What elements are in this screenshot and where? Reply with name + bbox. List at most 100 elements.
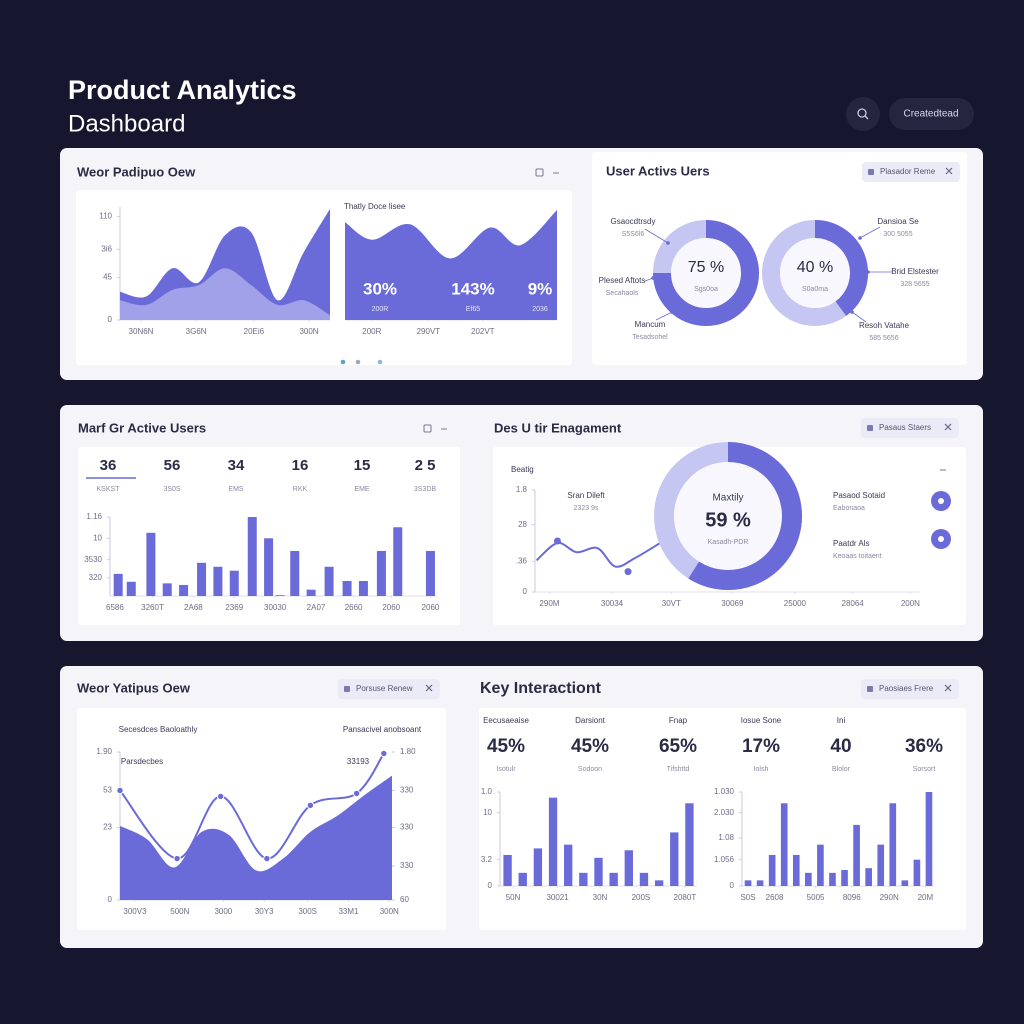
bar (865, 868, 872, 886)
annotation-text: S5S6l6 (622, 231, 645, 238)
search-button[interactable] (846, 97, 880, 131)
x-tick-label: 28064 (842, 599, 865, 608)
panel-title: Marf Gr Active Users (78, 420, 206, 435)
kpi-caption: RKK (293, 486, 308, 493)
annotation-title: Plesed Aftots (599, 276, 646, 285)
bar (533, 848, 543, 886)
x-tick-label: S0S (740, 893, 755, 902)
panel-title: Weor Padipuo Oew (77, 164, 196, 179)
bar (376, 550, 386, 596)
x-tick-label: 2608 (766, 893, 784, 902)
bar (841, 870, 848, 886)
x-tick-label: 300V3 (123, 907, 147, 916)
x-tick-label: 20M (918, 893, 934, 902)
annotation-title: Paatdr Als (833, 539, 869, 548)
kpi-value: 65% (659, 736, 697, 757)
donut-value-label: 40 % (797, 259, 833, 276)
chip-label[interactable]: Pasaus Staers (879, 423, 931, 432)
bar (792, 854, 800, 886)
chip-icon (868, 169, 874, 175)
annotation-text: 328 5655 (900, 281, 929, 288)
bar (275, 595, 285, 596)
y-tick-label: 23 (103, 823, 112, 832)
filter-chip[interactable] (338, 679, 440, 699)
create-button-label[interactable]: Createdtead (903, 109, 958, 120)
donut-hole (674, 462, 782, 570)
y-tick-label: 1.030 (714, 787, 735, 796)
bar (518, 872, 527, 886)
area (120, 268, 330, 320)
chip-close[interactable] (944, 423, 952, 431)
filter-chip[interactable] (861, 418, 959, 438)
panel-icons[interactable] (423, 168, 946, 471)
chip-label[interactable]: Paosiaes Frere (879, 684, 934, 693)
kpi-label: Iosue Sone (741, 716, 782, 725)
area (345, 210, 557, 320)
kpi-value: 45% (487, 736, 525, 757)
bar (358, 580, 368, 596)
leader-dot (866, 270, 870, 274)
donut-hole (671, 238, 741, 308)
y2-tick-label: 60 (400, 895, 409, 904)
stat-value: 30% (363, 279, 397, 298)
x-tick-label: 300S (298, 907, 317, 916)
search-circle[interactable] (846, 97, 880, 131)
bar (548, 797, 558, 886)
chip-icon (867, 686, 873, 692)
x-tick-label: 30021 (546, 893, 569, 902)
bar (146, 532, 156, 596)
x-tick-label: 200S (632, 893, 651, 902)
y-tick-label: 53 (103, 786, 112, 795)
x-tick-label: 500N (170, 907, 189, 916)
x-tick-label: 2060 (422, 603, 440, 612)
pager-dot[interactable] (355, 359, 361, 365)
annotation-title: Resoh Vatahe (859, 321, 910, 330)
x-tick-label: 30Y3 (255, 907, 274, 916)
bar (306, 589, 316, 596)
y-tick-label: 0 (108, 895, 113, 904)
donut-value-label: 75 % (688, 259, 724, 276)
icon[interactable] (535, 168, 544, 177)
x-tick-label: 30069 (721, 599, 744, 608)
x-tick-label: 8096 (843, 893, 861, 902)
x-tick-label: 3260T (141, 603, 164, 612)
chip-close[interactable] (944, 684, 952, 692)
x-tick-label: 3000 (214, 907, 232, 916)
leader-dot (670, 310, 674, 314)
bar (889, 803, 897, 886)
bar (624, 850, 633, 886)
icon[interactable] (423, 424, 432, 433)
point (553, 537, 561, 545)
y-tick-label: 0 (730, 881, 735, 890)
chip-close[interactable] (945, 167, 953, 175)
x-tick-label: 202VT (471, 327, 495, 336)
bar (229, 570, 239, 596)
chip-close[interactable] (425, 684, 433, 692)
y-tick-label: 2.030 (714, 808, 735, 817)
kpi-value: 34 (228, 457, 245, 474)
leader-dot (651, 276, 655, 280)
kpi-caption: KSKST (97, 486, 121, 493)
bar (126, 581, 136, 596)
pager-dot[interactable] (340, 359, 346, 365)
filter-chip[interactable] (862, 162, 960, 182)
chip-label[interactable]: Plasador Reme (880, 167, 936, 176)
bar (805, 872, 812, 886)
y-tick-label: 1.08 (718, 833, 734, 842)
kpi-caption: 3S3DB (414, 486, 437, 493)
page-title: Product Analytics (68, 75, 297, 105)
y-tick-label: 1.16 (86, 512, 102, 521)
x-tick-label: 33M1 (338, 907, 359, 916)
marker (306, 801, 315, 809)
x-tick-label: 30034 (601, 599, 624, 608)
donut-arc (688, 442, 802, 590)
kpi-caption: 3S0S (163, 486, 180, 493)
y-tick-label: 3530 (84, 555, 102, 564)
create-button[interactable] (889, 98, 974, 130)
kpi-label: Fnap (669, 716, 688, 725)
pager-dot[interactable] (377, 359, 383, 365)
chip-label[interactable]: Porsuse Renew (356, 684, 413, 693)
filter-chip[interactable] (861, 679, 959, 699)
annotation-text: 2323 9s (574, 505, 599, 512)
bar (503, 854, 512, 886)
